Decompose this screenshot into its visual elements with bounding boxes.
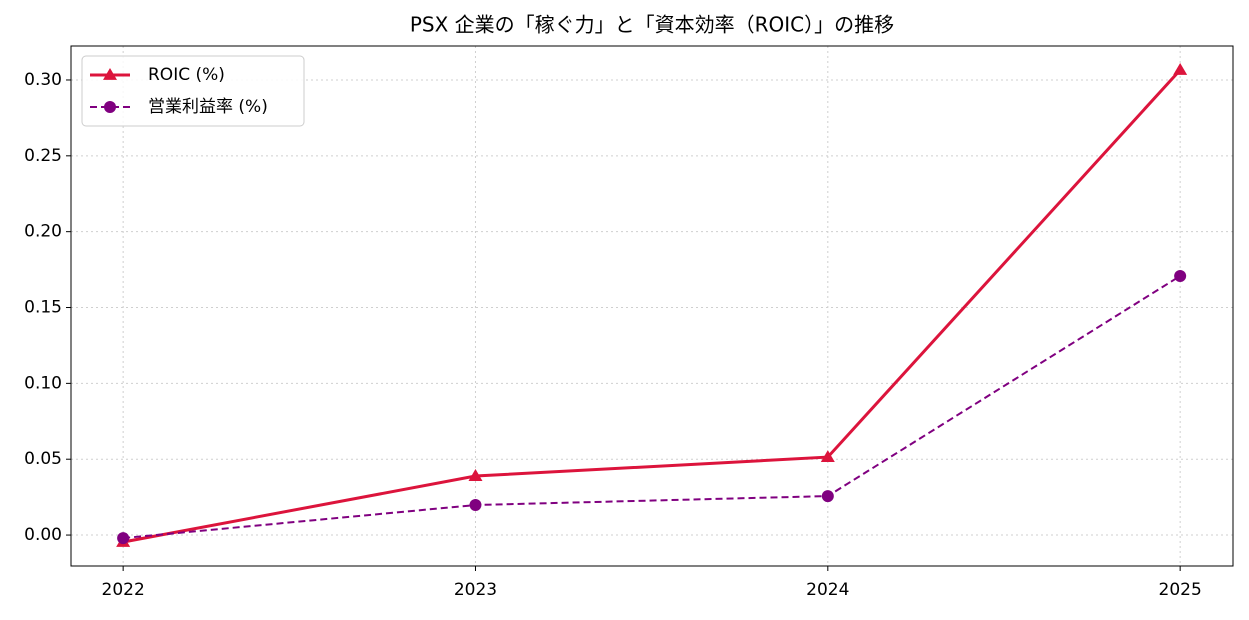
x-tick-label: 2023 [454, 580, 497, 600]
legend-label: ROIC (%) [148, 65, 225, 85]
y-tick-label: 0.00 [24, 525, 62, 545]
series-line [122, 68, 1182, 544]
series-line [123, 275, 1181, 540]
marker [104, 101, 116, 113]
marker [820, 450, 835, 462]
y-tick-label: 0.25 [24, 146, 62, 166]
x-tick-label: 2022 [102, 580, 145, 600]
legend-box [81, 55, 305, 127]
plot-frame [70, 45, 1234, 567]
marker [117, 532, 130, 545]
y-tick-label: 0.05 [24, 449, 62, 469]
y-tick-label: 0.20 [24, 222, 62, 242]
y-tick-label: 0.30 [24, 70, 62, 90]
marker [1173, 62, 1188, 75]
marker [103, 68, 117, 80]
legend: ROIC (%) 営業利益率 (%) [81, 55, 305, 127]
chart-title: PSX 企業の「稼ぐ力」と「資本効率（ROIC）」の推移 [410, 13, 894, 37]
y-tick-label: 0.15 [24, 298, 62, 318]
legend-label: 営業利益率 (%) [148, 97, 268, 117]
x-tick-label: 2024 [806, 580, 849, 600]
marker [469, 499, 482, 512]
marker [468, 469, 483, 481]
marker [821, 490, 834, 503]
y-tick-label: 0.10 [24, 373, 62, 393]
x-tick-label: 2025 [1159, 580, 1202, 600]
marker [1174, 269, 1187, 282]
